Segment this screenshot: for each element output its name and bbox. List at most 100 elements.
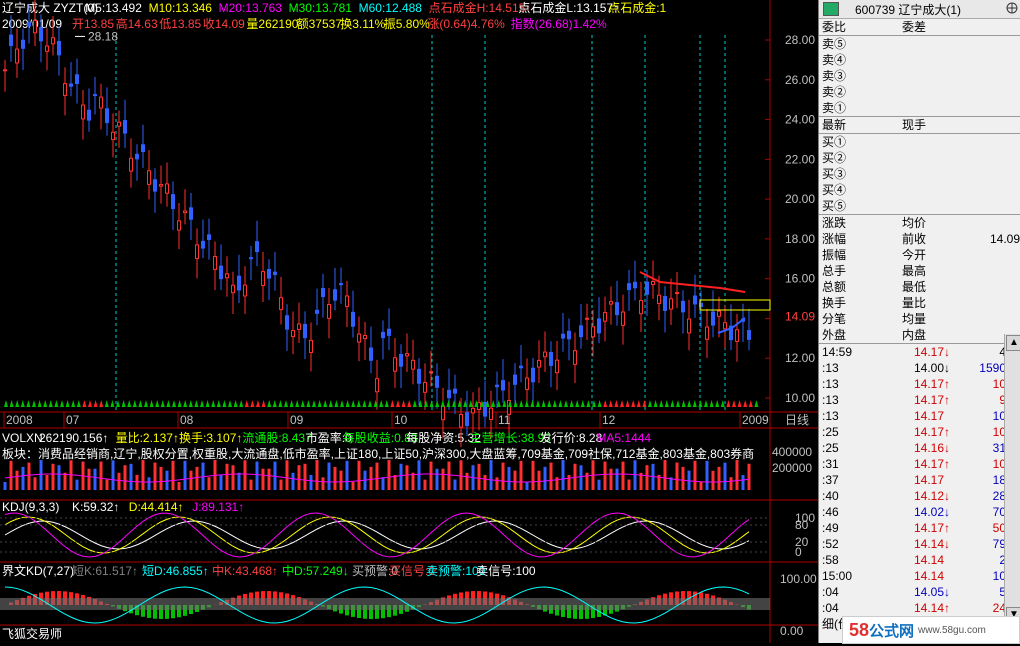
volume-bar — [508, 467, 511, 490]
tick-arrow: ↓ — [944, 344, 958, 360]
settings-icon[interactable] — [1005, 0, 1019, 16]
candle-body — [106, 109, 109, 123]
title-text: M10:13.346 — [149, 1, 213, 15]
volume-bar — [502, 463, 505, 490]
sell-row-cell: 卖② — [822, 84, 902, 100]
volume-bar — [394, 475, 397, 490]
volume-bar — [208, 477, 211, 490]
jjkd-text: 中D:57.249↓ — [282, 563, 349, 578]
sell-row: 卖⑤ — [819, 36, 1020, 52]
tick-price: 14.16 — [886, 440, 944, 456]
volume-bar — [142, 460, 145, 490]
volume-bar — [256, 462, 259, 490]
info-text: 低13.85 — [159, 17, 201, 31]
volume-text: 发行价:8.28 — [540, 430, 603, 445]
stat-row-cell — [962, 263, 1020, 279]
buy-row-cell: 买③ — [822, 166, 902, 182]
candle-body — [400, 354, 403, 366]
volume-bar — [190, 471, 193, 490]
volume-bar — [466, 473, 469, 490]
volume-bar — [340, 471, 343, 490]
stat-row-cell: 振幅 — [822, 247, 902, 263]
tick-time: 14:59 — [822, 344, 886, 360]
candle-body — [496, 385, 499, 386]
volume-bar — [226, 464, 229, 490]
candle-body — [196, 245, 199, 259]
candle-body — [682, 301, 685, 311]
volume-bar — [664, 460, 667, 490]
volume-bar — [646, 465, 649, 490]
tick-price: 14.14 — [886, 536, 944, 552]
volume-bar — [34, 477, 37, 490]
volume-bar — [742, 475, 745, 490]
volume-bar — [478, 464, 481, 490]
candle-body — [166, 184, 169, 193]
volume-bar — [118, 473, 121, 490]
candle-body — [112, 132, 115, 139]
candle-body — [418, 369, 421, 383]
volume-bar — [100, 462, 103, 490]
volume-bar — [682, 467, 685, 490]
tick-volume: 31 — [958, 440, 1006, 456]
stat-row: 换手量比 — [819, 295, 1020, 311]
y-tick-label: 10.00 — [785, 391, 815, 405]
candle-body — [130, 158, 133, 171]
volume-bar — [124, 465, 127, 490]
candle-body — [364, 335, 367, 338]
month-label: 10 — [394, 413, 408, 427]
candle-body — [340, 284, 343, 285]
label-current-hand: 现手 — [902, 117, 962, 133]
candle-body — [178, 221, 181, 230]
volume-bar — [406, 465, 409, 490]
tick-arrow — [944, 552, 958, 568]
sell-row: 卖① — [819, 100, 1020, 116]
volume-text: 262190.156↑ — [39, 431, 108, 445]
info-text: 收14.09 — [203, 17, 245, 31]
volume-bar — [76, 480, 79, 490]
tick-arrow — [944, 472, 958, 488]
jjkd-text: 短D:46.855↑ — [142, 564, 209, 578]
volume-bar — [694, 461, 697, 490]
sell-row: 卖② — [819, 84, 1020, 100]
candle-body — [46, 46, 49, 51]
title-text: M60:12.488 — [359, 1, 423, 15]
volume-bar — [112, 460, 115, 490]
candle-body — [310, 340, 313, 352]
volume-bar — [520, 461, 523, 490]
watermark-num: 58 — [849, 620, 869, 641]
tick-arrow: ↑ — [944, 376, 958, 392]
tick-volume: 10 — [958, 424, 1006, 440]
candle-body — [208, 235, 211, 240]
candle-body — [286, 316, 289, 329]
volume-bar — [622, 462, 625, 490]
sell-row-cell: 卖④ — [822, 52, 902, 68]
volume-bar — [268, 469, 271, 490]
volume-bar — [160, 467, 163, 490]
candle-body — [724, 323, 727, 329]
candle-body — [562, 334, 565, 338]
candle-body — [586, 318, 589, 319]
candle-body — [136, 154, 139, 159]
scroll-up-button[interactable]: ▲ — [1006, 335, 1020, 351]
volume-bar — [352, 482, 355, 490]
candle-body — [82, 105, 85, 119]
volume-bar — [4, 482, 7, 490]
candle-body — [394, 358, 397, 371]
candle-body — [388, 329, 391, 335]
tick-scrollbar[interactable]: ▲ ▼ — [1004, 334, 1020, 624]
tick-volume: 18 — [958, 472, 1006, 488]
tick-time: 15:00 — [822, 568, 886, 584]
candle-body — [160, 185, 163, 187]
order-head: 委比委差 — [819, 19, 1020, 35]
candle-body — [694, 296, 697, 304]
candle-body — [70, 84, 73, 86]
volume-bar — [712, 471, 715, 490]
volume-bar — [628, 480, 631, 490]
volume-text: MA5:1444 — [596, 431, 651, 445]
buy-row: 买② — [819, 150, 1020, 166]
volume-bar — [496, 477, 499, 490]
